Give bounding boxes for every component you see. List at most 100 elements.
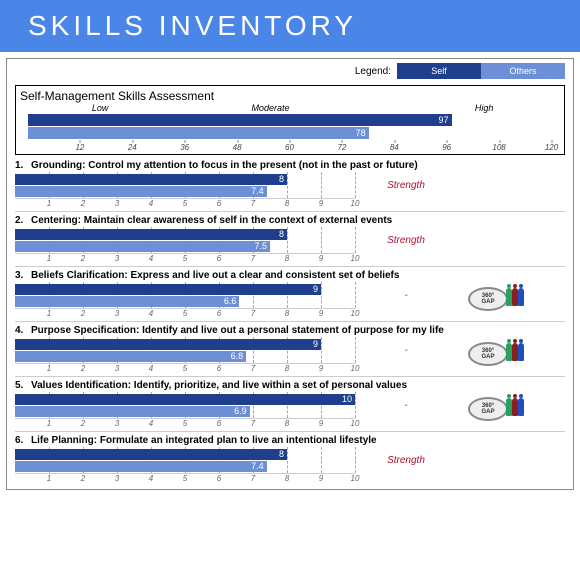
item-axis-tick: 6 [217, 419, 221, 428]
item-badge-slot: 360°GAP [457, 392, 531, 424]
item-axis-tick: 1 [47, 254, 51, 263]
item-others-value: 6.6 [224, 296, 237, 307]
item-axis-tick: 7 [251, 419, 255, 428]
item-status: - [361, 282, 451, 301]
item-axis-tick: 10 [351, 199, 360, 208]
item-self-value: 10 [342, 394, 352, 405]
item-text: Life Planning: Formulate an integrated p… [31, 435, 565, 446]
item-status: Strength [361, 447, 451, 466]
skill-item: 4.Purpose Specification: Identify and li… [15, 324, 565, 375]
item-axis-tick: 8 [285, 364, 289, 373]
item-self-value: 8 [279, 174, 284, 185]
item-axis-tick: 5 [183, 419, 187, 428]
item-others-row: 6.8 [15, 351, 355, 362]
item-self-value: 8 [279, 449, 284, 460]
item-chart: 8 7.412345678910 [15, 447, 355, 485]
scale-label-high: High [475, 103, 494, 113]
item-axis-tick: 10 [351, 254, 360, 263]
item-axis-tick: 7 [251, 474, 255, 483]
gap-people-icon [506, 398, 524, 416]
item-text: Purpose Specification: Identify and live… [31, 325, 565, 336]
item-badge-slot: 360°GAP [457, 337, 531, 369]
item-axis-tick: 2 [81, 474, 85, 483]
gap-oval: 360°GAP [468, 342, 508, 366]
skill-item: 5.Values Identification: Identify, prior… [15, 379, 565, 430]
page-title: SKILLS INVENTORY [28, 10, 357, 41]
axis-tick: 96 [447, 140, 448, 152]
item-chart: 96.812345678910 [15, 337, 355, 375]
items-list: 1.Grounding: Control my attention to foc… [7, 159, 573, 485]
item-self-bar: 9 [15, 339, 321, 350]
page-header: SKILLS INVENTORY [0, 0, 580, 52]
item-divider [15, 431, 565, 432]
item-badge-slot [457, 227, 531, 229]
item-others-row: 7.5 [15, 241, 355, 252]
item-axis-tick: 10 [351, 309, 360, 318]
item-axis-tick: 4 [149, 199, 153, 208]
grid-line [355, 447, 356, 473]
grid-line [355, 392, 356, 418]
item-axis: 12345678910 [15, 308, 355, 320]
item-number: 3. [15, 270, 31, 281]
main-frame: Legend: Self Others Self-Management Skil… [6, 58, 574, 490]
item-axis-tick: 3 [115, 364, 119, 373]
item-body: 8 7.412345678910 Strength [15, 447, 565, 485]
item-self-bar: 10 [15, 394, 355, 405]
item-axis-tick: 2 [81, 309, 85, 318]
item-others-value: 7.4 [251, 186, 264, 197]
item-self-row: 8 [15, 174, 355, 185]
item-others-value: 6.8 [231, 351, 244, 362]
summary-others-bar-row: 78 [28, 127, 552, 139]
item-chart: 96.612345678910 [15, 282, 355, 320]
item-text: Centering: Maintain clear awareness of s… [31, 215, 565, 226]
axis-tick: 72 [342, 140, 343, 152]
item-self-bar: 8 [15, 174, 287, 185]
item-axis: 12345678910 [15, 418, 355, 430]
item-axis-tick: 8 [285, 309, 289, 318]
item-axis-tick: 1 [47, 309, 51, 318]
item-others-row: 6.9 [15, 406, 355, 417]
item-number: 2. [15, 215, 31, 226]
item-text: Beliefs Clarification: Express and live … [31, 270, 565, 281]
gap-badge-icon: 360°GAP [464, 284, 524, 314]
item-self-bar: 8 [15, 229, 287, 240]
item-axis-tick: 4 [149, 419, 153, 428]
axis-tick: 12 [80, 140, 81, 152]
summary-title: Self-Management Skills Assessment [20, 89, 560, 103]
item-axis-tick: 10 [351, 364, 360, 373]
legend-others-swatch: Others [481, 63, 565, 79]
item-axis-tick: 1 [47, 199, 51, 208]
item-head: 3.Beliefs Clarification: Express and liv… [15, 269, 565, 282]
skill-item: 3.Beliefs Clarification: Express and liv… [15, 269, 565, 320]
item-axis-tick: 3 [115, 199, 119, 208]
item-axis-tick: 2 [81, 364, 85, 373]
item-others-bar: 7.4 [15, 461, 267, 472]
item-body: 96.612345678910-360°GAP [15, 282, 565, 320]
item-self-value: 9 [313, 339, 318, 350]
item-axis: 12345678910 [15, 363, 355, 375]
summary-others-bar: 78 [28, 127, 369, 139]
grid-line [355, 172, 356, 198]
item-axis-tick: 3 [115, 419, 119, 428]
item-axis-tick: 4 [149, 474, 153, 483]
legend-others-text: Others [509, 66, 536, 76]
grid-line [355, 282, 356, 308]
item-axis: 12345678910 [15, 473, 355, 485]
person-icon [518, 398, 524, 416]
item-number: 1. [15, 160, 31, 171]
item-body: 106.912345678910-360°GAP [15, 392, 565, 430]
item-axis-tick: 6 [217, 199, 221, 208]
axis-tick: 24 [132, 140, 133, 152]
item-axis-tick: 3 [115, 309, 119, 318]
summary-self-bar-row: 97 [28, 114, 552, 126]
item-axis-tick: 2 [81, 199, 85, 208]
item-axis-tick: 5 [183, 199, 187, 208]
item-body: 87.512345678910Strength [15, 227, 565, 265]
item-axis-tick: 1 [47, 419, 51, 428]
item-others-bar: 6.9 [15, 406, 250, 417]
legend-self-swatch: Self [397, 63, 481, 79]
person-icon [518, 288, 524, 306]
skill-item: 1.Grounding: Control my attention to foc… [15, 159, 565, 210]
item-others-bar: 7.4 [15, 186, 267, 197]
item-self-bar: 8 [15, 449, 287, 460]
